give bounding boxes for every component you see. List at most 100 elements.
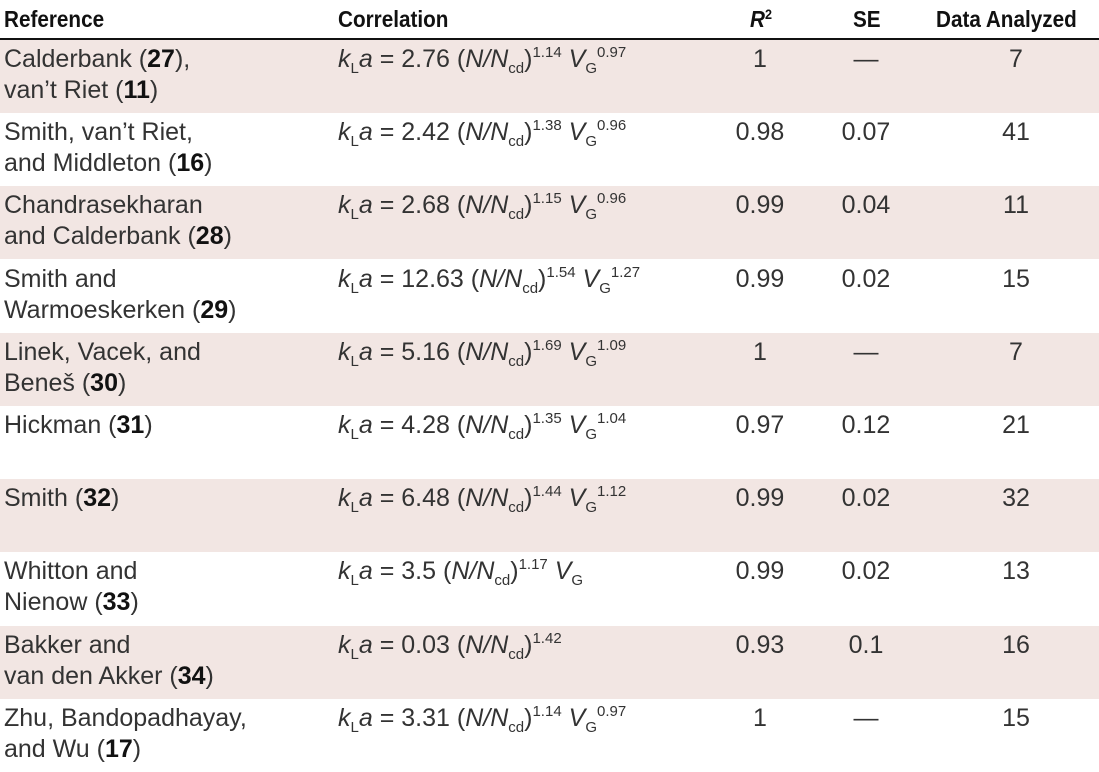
symbol-v-sub: G: [571, 572, 584, 590]
reference-cell: Zhu, Bandopadhayay, and Wu (17): [4, 703, 247, 765]
symbol-a: a: [358, 45, 373, 73]
r2-cell: 0.99: [735, 264, 785, 293]
table-row: Whitton and Nienow (33) kLa = 3.5 (N/Ncd)1…: [0, 552, 1099, 625]
reference-number: 32: [83, 484, 111, 513]
reference-text: ): [149, 76, 159, 104]
symbol-a: a: [358, 630, 373, 659]
se-cell: 0.12: [841, 411, 891, 439]
symbol-v-sub: G: [585, 206, 597, 224]
vg-exponent: 1.09: [596, 336, 627, 354]
header-se: SE: [853, 6, 881, 32]
reference-text: ): [130, 588, 139, 617]
symbol-k: k: [338, 484, 351, 513]
reference-line: Zhu, Bandopadhayay,: [4, 703, 247, 734]
symbol-close: ): [524, 484, 533, 513]
reference-line: Beneš (30): [4, 368, 201, 399]
n-exponent: 1.35: [532, 410, 562, 427]
symbol-k: k: [338, 191, 351, 220]
symbol-a: a: [358, 337, 373, 366]
symbol-k-sub: L: [350, 645, 359, 663]
symbol-a: a: [358, 484, 373, 513]
symbol-close: ): [538, 264, 547, 293]
correlation-cell: kLa = 2.68 (N/Ncd)1.15 VG0.96: [338, 190, 626, 224]
vg-exponent: 0.97: [596, 44, 627, 61]
reference-line: Bakker and: [4, 630, 214, 661]
reference-line: Nienow (33): [4, 587, 139, 618]
reference-text: Hickman (: [4, 411, 117, 439]
header-r2-base: R: [750, 6, 765, 32]
symbol-ncd-sub: cd: [508, 499, 525, 517]
symbol-open: (: [456, 191, 466, 220]
symbol-v: V: [582, 264, 600, 293]
symbol-eq: =: [379, 484, 395, 513]
reference-line: Smith and: [4, 264, 236, 295]
r2-cell: 0.98: [735, 118, 785, 147]
reference-cell: Bakker and van den Akker (34): [4, 630, 214, 692]
symbol-a: a: [358, 191, 373, 220]
coefficient: 3.5: [401, 557, 437, 586]
symbol-k: k: [338, 703, 351, 732]
reference-text: ): [223, 222, 232, 251]
se-cell: 0.02: [841, 484, 891, 513]
se-cell: —: [853, 703, 879, 732]
symbol-a: a: [358, 411, 373, 439]
se-cell: 0.1: [848, 630, 884, 659]
symbol-v-sub: G: [585, 352, 597, 370]
reference-text: and Wu (: [4, 734, 105, 763]
symbol-k: k: [338, 630, 351, 659]
reference-line: Calderbank (27),: [4, 44, 190, 75]
reference-cell: Hickman (31): [4, 410, 153, 441]
symbol-close: ): [524, 45, 533, 73]
reference-text: van den Akker (: [4, 661, 178, 690]
symbol-v-sub: G: [585, 60, 597, 77]
symbol-eq: =: [379, 703, 395, 732]
symbol-ncd-sub: cd: [508, 645, 525, 663]
reference-text: and Middleton (: [4, 149, 177, 178]
symbol-a: a: [358, 703, 373, 732]
table-row: Smith, van’t Riet, and Middleton (16) kLa …: [0, 113, 1099, 186]
data-analyzed-cell: 15: [1002, 703, 1030, 732]
header-r2: R2: [750, 6, 772, 33]
reference-text: ): [204, 149, 213, 178]
r2-cell: 1: [753, 45, 767, 73]
reference-text: Linek, Vacek, and: [4, 337, 201, 366]
symbol-ncd: N: [490, 118, 509, 147]
symbol-slash: /: [483, 484, 491, 513]
reference-cell: Linek, Vacek, and Beneš (30): [4, 337, 201, 399]
symbol-slash: /: [483, 630, 491, 659]
reference-text: Whitton and: [4, 557, 138, 586]
symbol-close: ): [524, 191, 533, 220]
coefficient: 2.76: [401, 45, 450, 73]
r2-cell: 0.99: [735, 557, 785, 586]
reference-text: Calderbank (: [4, 45, 148, 73]
correlation-cell: kLa = 3.31 (N/Ncd)1.14 VG0.97: [338, 702, 627, 735]
symbol-v: V: [568, 45, 586, 73]
reference-number: 33: [102, 588, 131, 617]
symbol-v: V: [568, 411, 586, 439]
symbol-a: a: [358, 264, 373, 293]
n-exponent: 1.42: [532, 629, 562, 647]
symbol-eq: =: [379, 45, 395, 73]
r2-cell: 1: [753, 337, 767, 366]
symbol-v: V: [568, 337, 586, 366]
vg-exponent: 0.97: [596, 702, 627, 720]
symbol-v-sub: G: [585, 426, 597, 443]
reference-cell: Whitton and Nienow (33): [4, 556, 139, 618]
reference-number: 16: [176, 149, 205, 178]
table-row: Chandrasekharan and Calderbank (28) kLa = …: [0, 186, 1099, 260]
vg-exponent: 1.04: [596, 410, 627, 427]
reference-text: Zhu, Bandopadhayay,: [4, 703, 247, 732]
symbol-a: a: [358, 118, 373, 147]
reference-line: and Middleton (16): [4, 148, 212, 179]
reference-text: ): [144, 411, 153, 439]
symbol-open: (: [456, 484, 466, 513]
symbol-slash: /: [469, 557, 477, 586]
reference-text: ): [228, 295, 237, 324]
header-correlation: Correlation: [338, 6, 449, 32]
symbol-n: N: [465, 411, 484, 439]
symbol-n: N: [465, 118, 484, 147]
reference-number: 27: [147, 45, 175, 73]
se-cell: —: [853, 45, 879, 73]
symbol-ncd: N: [476, 557, 495, 586]
